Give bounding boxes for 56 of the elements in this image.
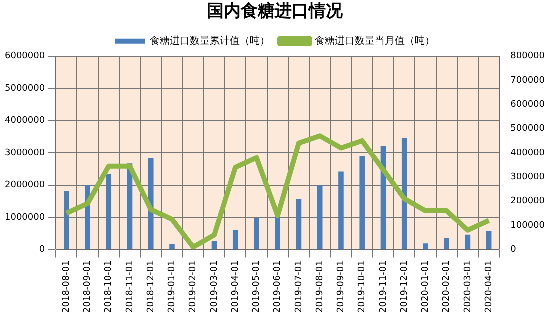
y-tick-label: 2000000 [4, 180, 46, 191]
bar [212, 241, 218, 250]
legend-label: 食糖进口数量累计值（吨） [150, 34, 270, 47]
bar [148, 158, 154, 250]
x-tick-label: 2019-10-01 [358, 260, 368, 314]
bar [170, 244, 175, 250]
y2-tick-label: 700000 [510, 76, 546, 86]
bar [423, 244, 428, 250]
x-tick-label: 2019-03-01 [210, 260, 220, 314]
y2-tick-label: 0 [510, 245, 517, 256]
y2-tick-label: 500000 [510, 124, 546, 134]
x-tick-label: 2018-12-01 [146, 260, 156, 314]
x-tick-label: 2018-11-01 [125, 260, 136, 314]
y2-tick-label: 100000 [510, 220, 546, 231]
bar [360, 156, 365, 250]
y-tick-label: 1000000 [4, 212, 46, 223]
y-tick-label: 4000000 [4, 116, 46, 126]
x-tick-label: 2019-05-01 [252, 260, 262, 314]
bar [338, 172, 344, 250]
y2-tick-label: 400000 [510, 148, 546, 158]
x-tick-label: 2020-02-01 [442, 260, 452, 314]
x-tick-label: 2019-06-01 [273, 260, 284, 314]
bar [317, 185, 323, 250]
x-tick-label: 2018-08-01 [62, 260, 72, 314]
bar [232, 230, 238, 250]
x-tick-label: 2019-01-01 [168, 260, 178, 314]
x-tick-label: 2018-09-01 [83, 260, 94, 314]
legend-label: 食糖进口数量当月值（吨） [315, 34, 435, 47]
x-tick-label: 2019-04-01 [230, 260, 241, 314]
x-tick-label: 2020-04-01 [484, 260, 494, 314]
y2-tick-label: 300000 [510, 172, 546, 183]
bar [296, 199, 302, 250]
bar [254, 218, 260, 250]
x-tick-label: 2018-10-01 [104, 260, 114, 314]
bar [444, 238, 450, 250]
x-tick-label: 2019-09-01 [336, 260, 347, 314]
chart-title: 国内食糖进口情况 [207, 2, 344, 22]
x-tick-label: 2019-07-01 [294, 260, 304, 314]
y2-tick-label: 600000 [510, 100, 546, 110]
x-tick-label: 2019-02-01 [188, 260, 199, 314]
x-tick-label: 2020-01-01 [421, 260, 432, 314]
x-tick-label: 2019-08-01 [315, 260, 326, 314]
x-tick-label: 2020-03-01 [463, 260, 474, 314]
bar [275, 214, 281, 250]
bar [465, 234, 471, 250]
y-tick-label: 6000000 [4, 52, 46, 62]
y-tick-label: 0 [39, 245, 46, 256]
x-tick-label: 2019-11-01 [378, 260, 389, 314]
y2-tick-label: 800000 [510, 52, 546, 62]
y-tick-label: 5000000 [4, 84, 46, 94]
y2-tick-label: 200000 [510, 196, 546, 207]
x-tick-label: 2019-12-01 [400, 260, 410, 314]
bar [64, 191, 70, 250]
bar [106, 174, 112, 250]
y-tick-label: 3000000 [4, 148, 46, 158]
bar [486, 231, 492, 250]
